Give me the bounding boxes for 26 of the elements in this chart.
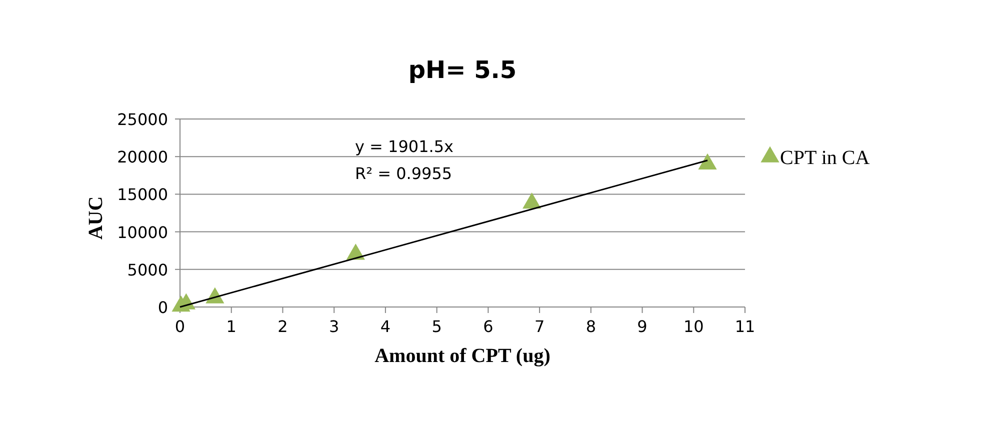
x-tick-label: 5 xyxy=(432,317,442,336)
annotation: R² = 0.9955 xyxy=(355,164,452,183)
x-tick-label: 8 xyxy=(586,317,596,336)
x-tick-label: 10 xyxy=(683,317,704,336)
y-tick-label: 5000 xyxy=(127,260,168,280)
x-tick-label: 2 xyxy=(278,317,288,336)
x-tick-label: 7 xyxy=(534,317,545,336)
x-tick-label: 6 xyxy=(483,317,494,336)
x-tick-label: 1 xyxy=(226,317,236,336)
x-tick-label: 4 xyxy=(380,317,391,336)
point xyxy=(698,153,717,170)
y-tick-label: 20000 xyxy=(117,148,168,167)
y-axis-title: AUC xyxy=(85,196,107,240)
chart-title: pH= 5.5 xyxy=(408,56,517,84)
x-tick-label: 0 xyxy=(174,317,186,336)
y-tick-label: 10000 xyxy=(117,222,168,242)
annotation: y = 1901.5x xyxy=(355,137,454,156)
y-tick-label: 25000 xyxy=(117,110,168,129)
x-tick-label: 9 xyxy=(637,317,648,336)
legend-label: CPT in CA xyxy=(780,147,870,169)
x-tick-label: 3 xyxy=(328,317,340,336)
x-tick-label: 11 xyxy=(734,317,756,336)
point xyxy=(522,192,542,209)
x-axis-title: Amount of CPT (ug) xyxy=(374,345,550,367)
y-tick-label: 15000 xyxy=(117,185,168,204)
y-tick-label: 0 xyxy=(158,298,168,317)
